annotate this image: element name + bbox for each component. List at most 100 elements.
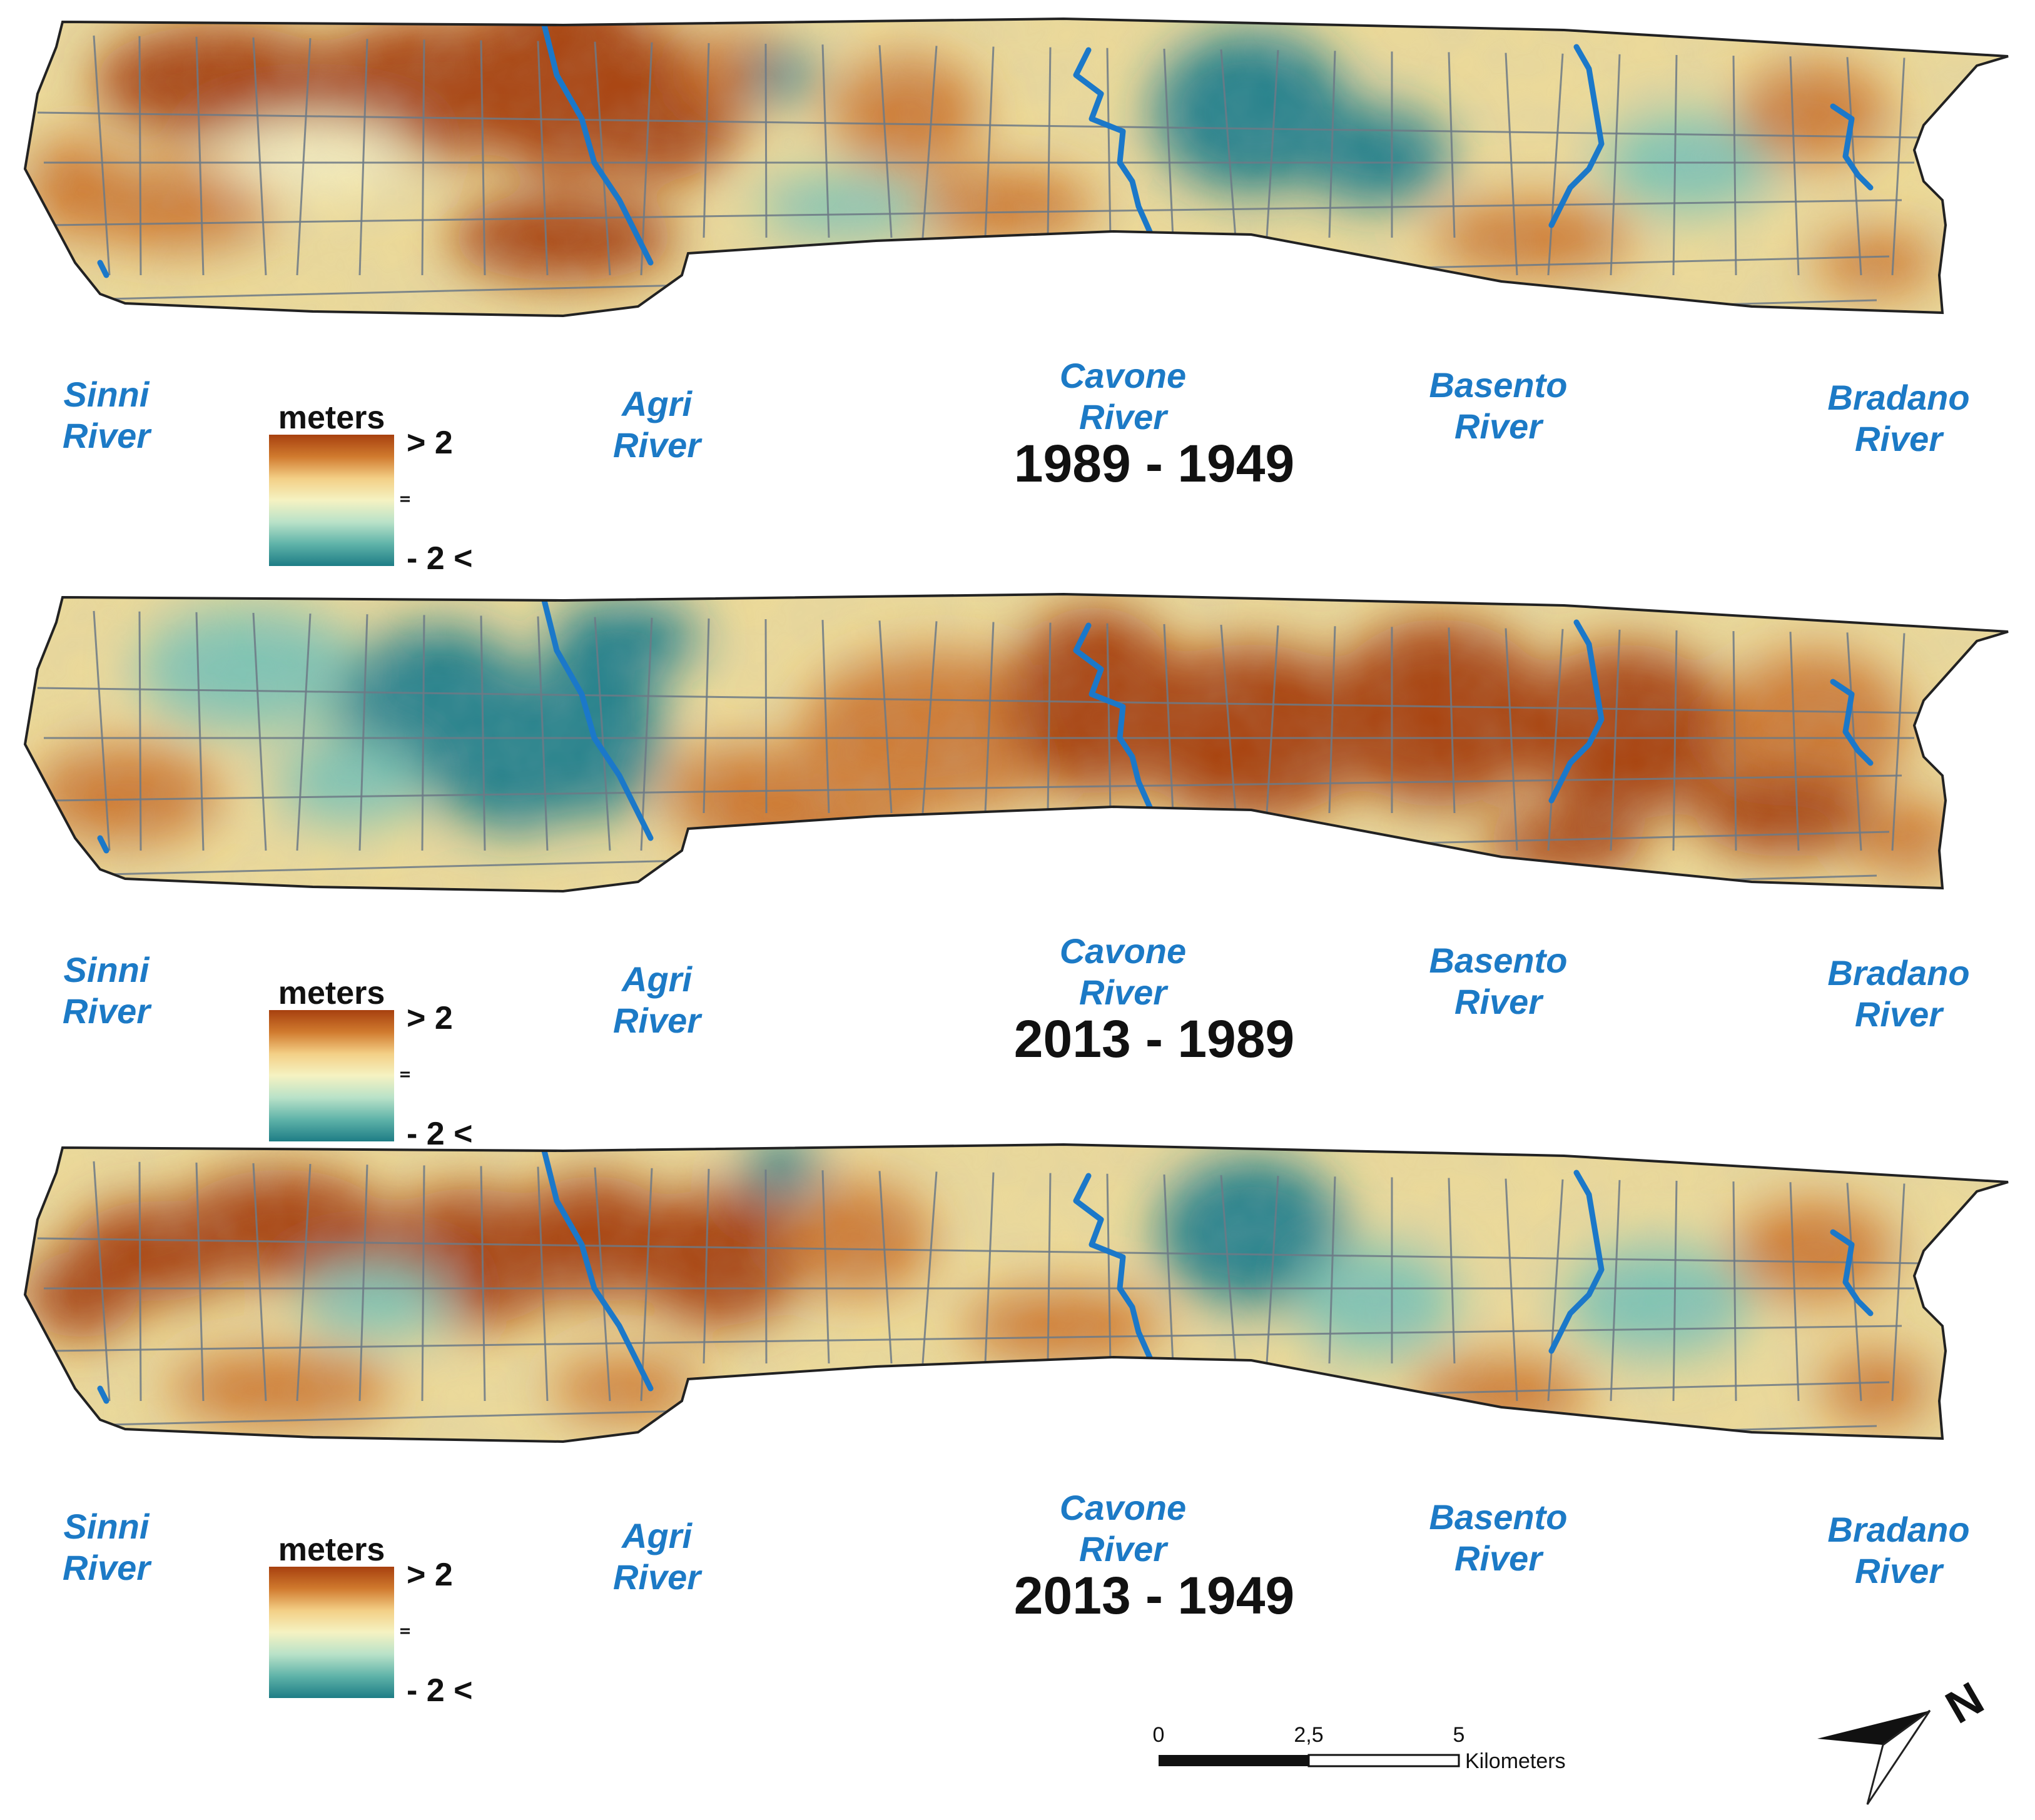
- elevation-difference-raster: [25, 19, 2008, 316]
- road-line: [984, 1172, 995, 1364]
- river-line: [97, 1385, 109, 1404]
- road-line: [37, 687, 1927, 714]
- river-channels: [97, 597, 1874, 854]
- river-label: Basento River: [1429, 1497, 1568, 1578]
- coastline-outline: [23, 1143, 2009, 1443]
- river-label: Basento River: [1429, 365, 1568, 446]
- road-line: [195, 36, 205, 276]
- legend-title: meters: [278, 400, 385, 436]
- road-line: [296, 1164, 312, 1402]
- road-line: [1220, 49, 1237, 238]
- road-line: [1220, 624, 1237, 814]
- legend-title: meters: [278, 975, 385, 1011]
- road-line: [480, 615, 486, 851]
- panel-2-labels: Sinni River Agri River Cavone River Basento Riv…: [63, 931, 1970, 1152]
- river-line: [1548, 44, 1605, 228]
- road-line: [1672, 630, 1678, 851]
- road-line: [1448, 627, 1456, 814]
- river-line: [97, 835, 109, 854]
- coastline-outline: [23, 592, 2009, 893]
- road-line: [878, 620, 893, 814]
- road-line: [1448, 52, 1456, 238]
- road-line: [640, 1168, 653, 1402]
- road-line: [1505, 1178, 1518, 1402]
- north-arrow-icon: N: [1817, 1672, 1992, 1805]
- road-line: [878, 45, 893, 238]
- scale-label-2-5: 2,5: [1294, 1723, 1323, 1747]
- road-line: [1610, 1180, 1621, 1402]
- panel-1-labels: Sinni River Agri River Cavone River Basento Riv…: [63, 356, 1970, 577]
- road-line: [537, 41, 549, 276]
- road-line: [1266, 50, 1279, 238]
- legend-title: meters: [278, 1532, 385, 1568]
- road-line: [1891, 633, 1906, 851]
- elevation-difference-raster: [25, 1145, 2008, 1442]
- road-line: [1732, 631, 1737, 851]
- road-line: [1047, 622, 1052, 814]
- river-label: Cavone River: [1060, 356, 1186, 437]
- road-line: [138, 611, 142, 851]
- road-line: [93, 35, 111, 276]
- river-line: [1548, 1170, 1605, 1354]
- river-label: Bradano River: [1827, 953, 1969, 1034]
- road-line: [878, 1171, 893, 1364]
- road-line: [195, 612, 205, 851]
- north-label: N: [1937, 1672, 1992, 1734]
- river-line: [541, 1148, 654, 1392]
- road-line: [1732, 56, 1737, 276]
- period-title: 1989 - 1949: [1014, 434, 1294, 493]
- legend-high-label: > 2: [407, 425, 453, 461]
- map-panel-2013-1949: [23, 1143, 2009, 1443]
- road-line: [252, 612, 267, 851]
- road-line: [1220, 1175, 1237, 1364]
- road-line: [921, 1171, 938, 1364]
- road-line: [594, 1167, 611, 1402]
- legend-colorbar: [269, 1567, 394, 1698]
- legend-low-label: - 2 <: [407, 540, 473, 577]
- road-line: [1328, 626, 1336, 814]
- river-channels: [97, 1148, 1874, 1404]
- road-line: [1106, 623, 1112, 814]
- road-line: [252, 1163, 267, 1402]
- legend-low-label: - 2 <: [407, 1116, 473, 1152]
- river-channels: [97, 22, 1874, 278]
- road-line: [1789, 56, 1800, 276]
- road-line: [537, 616, 549, 851]
- scale-bar-segment-dark: [1159, 1755, 1309, 1766]
- road-line: [358, 614, 368, 851]
- road-line: [1789, 1182, 1800, 1402]
- road-line: [480, 40, 486, 276]
- color-legend: meters > 2 - 2 <: [269, 1532, 473, 1709]
- road-line: [1547, 629, 1564, 851]
- road-line: [1672, 1180, 1678, 1402]
- scale-unit: Kilometers: [1465, 1749, 1566, 1773]
- map-panel-1989-1949: [23, 17, 2009, 318]
- panel-labels: Sinni River Agri River Cavone River Basento Riv…: [63, 356, 1970, 1709]
- road-line: [1448, 1178, 1456, 1364]
- river-line: [1073, 1173, 1154, 1363]
- road-line: [480, 1166, 486, 1402]
- scale-label-5: 5: [1453, 1723, 1465, 1747]
- road-line: [703, 1168, 710, 1364]
- road-line: [138, 1161, 142, 1402]
- scale-bar: 0 2,5 5 Kilometers: [1153, 1723, 1566, 1773]
- road-line: [358, 39, 368, 276]
- river-line: [1830, 1229, 1874, 1317]
- river-label: Sinni River: [63, 375, 152, 455]
- road-line: [984, 622, 995, 814]
- road-line: [37, 1237, 1927, 1265]
- road-line: [594, 41, 611, 276]
- road-line: [1789, 632, 1800, 851]
- river-label: Agri River: [613, 384, 703, 465]
- river-label: Agri River: [613, 1516, 703, 1597]
- coastline-outline: [23, 17, 2009, 318]
- color-legend: meters > 2 - 2 <: [269, 400, 473, 577]
- road-line: [1047, 47, 1052, 238]
- river-line: [1830, 103, 1874, 191]
- road-line: [821, 620, 830, 814]
- road-line: [1266, 625, 1279, 814]
- road-line: [195, 1162, 205, 1402]
- color-legend: meters > 2 - 2 <: [269, 975, 473, 1152]
